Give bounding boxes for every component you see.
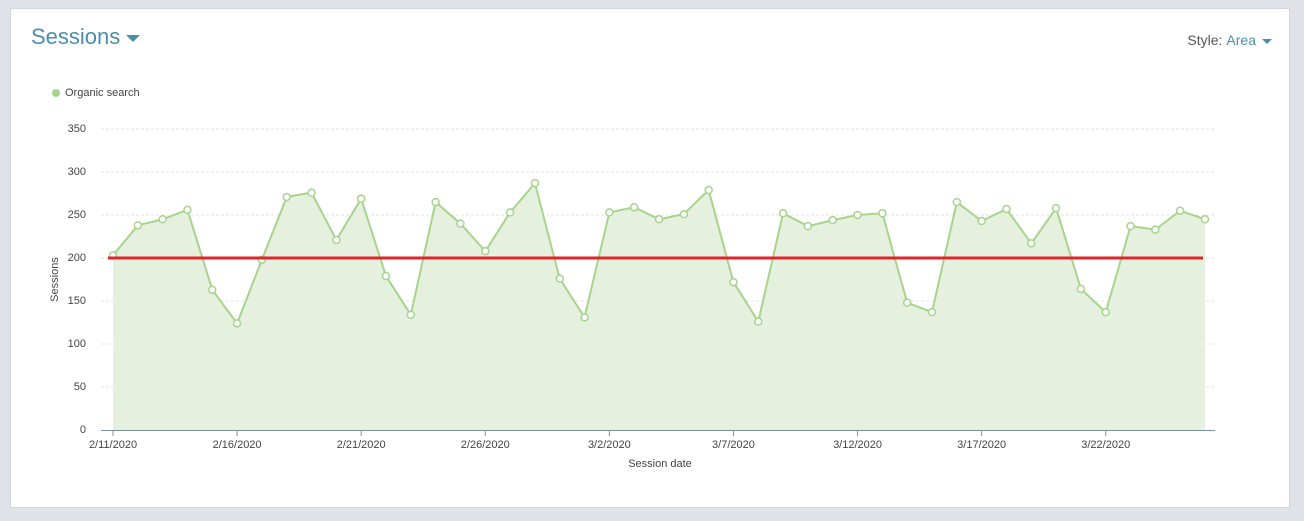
point bbox=[828, 215, 837, 225]
point bbox=[456, 219, 465, 228]
point bbox=[232, 319, 242, 328]
point bbox=[654, 215, 664, 224]
point bbox=[1101, 307, 1110, 317]
point bbox=[307, 188, 316, 197]
y-tick-label: 300 bbox=[68, 166, 86, 178]
point bbox=[505, 208, 515, 217]
point bbox=[1027, 239, 1036, 248]
point bbox=[754, 317, 763, 326]
point bbox=[1051, 203, 1061, 213]
x-tick-label: 3/17/2020 bbox=[957, 439, 1006, 451]
caret bbox=[126, 34, 141, 42]
point bbox=[878, 209, 887, 218]
point bbox=[481, 246, 490, 256]
area-fill bbox=[113, 183, 1205, 430]
x-tick-label: 2/16/2020 bbox=[213, 439, 262, 451]
point bbox=[778, 209, 788, 218]
point bbox=[431, 197, 440, 207]
point bbox=[803, 221, 813, 231]
x-tick-label: 3/2/2020 bbox=[588, 439, 631, 451]
point bbox=[208, 285, 217, 295]
point bbox=[406, 310, 416, 320]
y-tick-label: 350 bbox=[68, 123, 86, 135]
point bbox=[927, 307, 937, 317]
point bbox=[1076, 284, 1086, 294]
point bbox=[356, 194, 366, 203]
point bbox=[679, 209, 689, 219]
point bbox=[952, 197, 962, 207]
y-tick-label: 200 bbox=[68, 252, 86, 264]
point bbox=[902, 298, 912, 307]
legend-label: Organic search bbox=[65, 87, 140, 99]
y-tick-label: 250 bbox=[68, 209, 86, 221]
point bbox=[1126, 221, 1135, 231]
style-label: Style: bbox=[1187, 32, 1223, 48]
point bbox=[1200, 215, 1210, 224]
y-tick-label: 50 bbox=[74, 381, 86, 393]
point bbox=[580, 313, 589, 322]
x-tick-label: 2/21/2020 bbox=[337, 439, 386, 451]
legend-marker bbox=[52, 89, 60, 97]
style-dropdown[interactable]: Area bbox=[1226, 32, 1272, 48]
y-tick-label: 150 bbox=[68, 295, 86, 307]
point bbox=[605, 208, 614, 217]
point bbox=[332, 235, 341, 245]
point bbox=[282, 192, 291, 202]
point bbox=[977, 216, 986, 226]
point bbox=[530, 178, 540, 188]
point bbox=[1175, 206, 1185, 215]
x-tick-label: 3/22/2020 bbox=[1081, 439, 1130, 451]
x-tick-label: 3/12/2020 bbox=[833, 439, 882, 451]
style-selector: Style: Area bbox=[1187, 32, 1272, 48]
x-tick-label: 3/7/2020 bbox=[712, 439, 755, 451]
point bbox=[555, 274, 564, 283]
point bbox=[183, 205, 192, 215]
point bbox=[1151, 225, 1160, 234]
point bbox=[158, 215, 167, 224]
y-axis-label: Sessions bbox=[49, 257, 61, 302]
x-tick-label: 2/26/2020 bbox=[461, 439, 510, 451]
x-tick-label: 2/11/2020 bbox=[89, 439, 137, 451]
title: Sessions bbox=[31, 24, 121, 49]
point bbox=[381, 271, 391, 281]
title-dropdown[interactable]: Sessions bbox=[31, 24, 141, 50]
style-value: Area bbox=[1226, 32, 1256, 48]
caret bbox=[1262, 38, 1272, 44]
point bbox=[704, 185, 713, 195]
point bbox=[729, 277, 738, 287]
y-tick-label: 100 bbox=[68, 338, 86, 350]
point bbox=[133, 221, 143, 230]
point bbox=[1002, 204, 1011, 214]
x-axis-label: Session date bbox=[628, 458, 692, 470]
point bbox=[629, 203, 639, 212]
y-tick-label: 0 bbox=[80, 424, 86, 436]
point bbox=[853, 210, 862, 220]
